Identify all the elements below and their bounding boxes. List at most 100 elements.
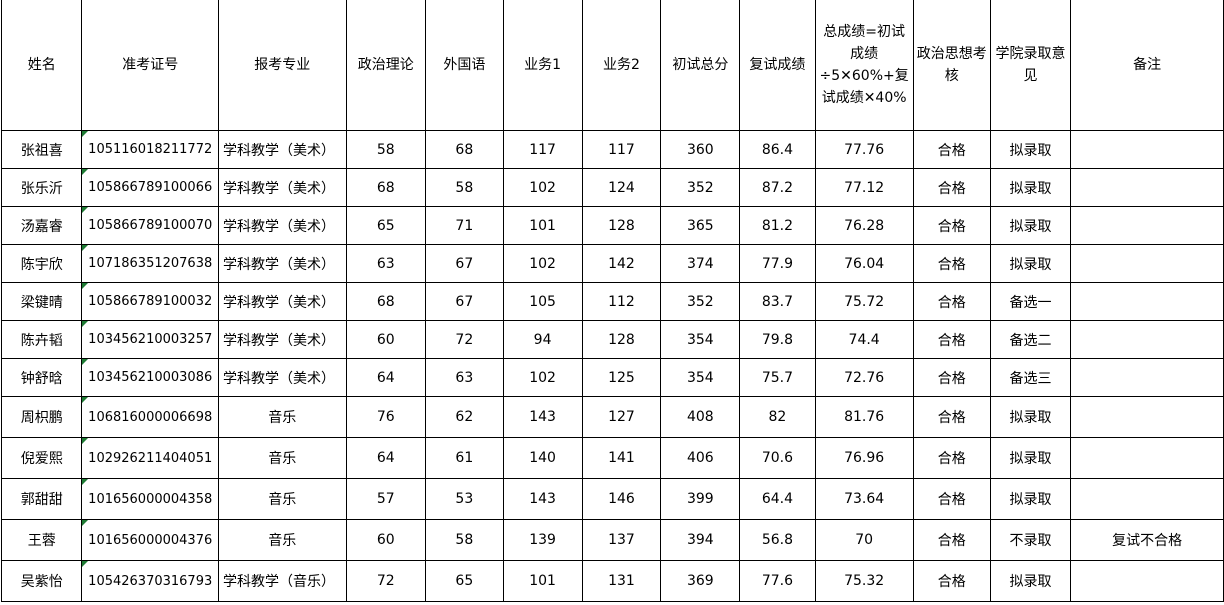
cell-name[interactable]: 汤嘉睿 [0, 206, 83, 245]
cell-exam-id[interactable]: 106816000006698 [81, 396, 219, 438]
cell-initial-total[interactable]: 354 [660, 320, 741, 359]
cell-name[interactable]: 倪爱熙 [0, 437, 83, 479]
cell-politics[interactable]: 63 [345, 244, 427, 283]
header-initial-total[interactable]: 初试总分 [660, 0, 741, 131]
cell-remarks[interactable] [1070, 478, 1224, 520]
cell-exam-id[interactable]: 105866789100032 [81, 282, 219, 321]
cell-subject2[interactable]: 146 [581, 478, 662, 520]
cell-subject1[interactable]: 140 [502, 437, 583, 479]
cell-remarks[interactable] [1070, 130, 1224, 169]
cell-remarks[interactable] [1070, 560, 1224, 602]
cell-subject1[interactable]: 117 [502, 130, 583, 169]
cell-major[interactable]: 学科教学（美术） [217, 358, 347, 397]
cell-retest-score[interactable]: 81.2 [739, 206, 816, 245]
cell-retest-score[interactable]: 83.7 [739, 282, 816, 321]
cell-subject1[interactable]: 143 [502, 396, 583, 438]
cell-foreign-language[interactable]: 62 [425, 396, 504, 438]
cell-exam-id[interactable]: 101656000004376 [81, 519, 219, 561]
cell-major[interactable]: 学科教学（美术） [217, 320, 347, 359]
cell-political-review[interactable]: 合格 [912, 168, 991, 207]
cell-political-review[interactable]: 合格 [912, 519, 991, 561]
cell-total-score[interactable]: 76.04 [814, 244, 914, 283]
cell-politics[interactable]: 60 [345, 320, 427, 359]
cell-remarks[interactable] [1070, 168, 1224, 207]
cell-initial-total[interactable]: 408 [660, 396, 741, 438]
cell-remarks[interactable] [1070, 244, 1224, 283]
cell-major[interactable]: 音乐 [217, 396, 347, 438]
cell-admission-opinion[interactable]: 备选一 [989, 282, 1072, 321]
cell-politics[interactable]: 60 [345, 519, 427, 561]
cell-name[interactable]: 张乐沂 [0, 168, 83, 207]
cell-exam-id[interactable]: 105866789100066 [81, 168, 219, 207]
cell-admission-opinion[interactable]: 备选三 [989, 358, 1072, 397]
cell-subject2[interactable]: 141 [581, 437, 662, 479]
header-remarks[interactable]: 备注 [1070, 0, 1224, 131]
cell-politics[interactable]: 65 [345, 206, 427, 245]
cell-admission-opinion[interactable]: 备选二 [989, 320, 1072, 359]
cell-total-score[interactable]: 77.12 [814, 168, 914, 207]
header-foreign-language[interactable]: 外国语 [425, 0, 504, 131]
cell-politics[interactable]: 64 [345, 358, 427, 397]
cell-total-score[interactable]: 72.76 [814, 358, 914, 397]
cell-initial-total[interactable]: 369 [660, 560, 741, 602]
cell-initial-total[interactable]: 352 [660, 168, 741, 207]
cell-exam-id[interactable]: 105426370316793 [81, 560, 219, 602]
cell-major[interactable]: 学科教学（音乐） [217, 560, 347, 602]
cell-subject2[interactable]: 128 [581, 206, 662, 245]
cell-major[interactable]: 学科教学（美术） [217, 130, 347, 169]
cell-exam-id[interactable]: 107186351207638 [81, 244, 219, 283]
cell-foreign-language[interactable]: 68 [425, 130, 504, 169]
cell-total-score[interactable]: 81.76 [814, 396, 914, 438]
cell-retest-score[interactable]: 56.8 [739, 519, 816, 561]
cell-total-score[interactable]: 76.28 [814, 206, 914, 245]
cell-total-score[interactable]: 77.76 [814, 130, 914, 169]
cell-politics[interactable]: 64 [345, 437, 427, 479]
cell-politics[interactable]: 72 [345, 560, 427, 602]
cell-remarks[interactable] [1070, 396, 1224, 438]
cell-subject1[interactable]: 94 [502, 320, 583, 359]
cell-subject1[interactable]: 102 [502, 358, 583, 397]
cell-subject1[interactable]: 143 [502, 478, 583, 520]
cell-foreign-language[interactable]: 53 [425, 478, 504, 520]
cell-subject2[interactable]: 124 [581, 168, 662, 207]
cell-retest-score[interactable]: 77.9 [739, 244, 816, 283]
header-exam-id[interactable]: 准考证号 [81, 0, 219, 131]
header-major[interactable]: 报考专业 [217, 0, 347, 131]
cell-political-review[interactable]: 合格 [912, 358, 991, 397]
cell-politics[interactable]: 58 [345, 130, 427, 169]
cell-retest-score[interactable]: 70.6 [739, 437, 816, 479]
cell-remarks[interactable] [1070, 206, 1224, 245]
cell-remarks[interactable] [1070, 358, 1224, 397]
cell-retest-score[interactable]: 77.6 [739, 560, 816, 602]
cell-subject2[interactable]: 131 [581, 560, 662, 602]
cell-political-review[interactable]: 合格 [912, 282, 991, 321]
cell-retest-score[interactable]: 79.8 [739, 320, 816, 359]
cell-political-review[interactable]: 合格 [912, 478, 991, 520]
cell-subject2[interactable]: 112 [581, 282, 662, 321]
cell-retest-score[interactable]: 64.4 [739, 478, 816, 520]
cell-initial-total[interactable]: 360 [660, 130, 741, 169]
cell-foreign-language[interactable]: 61 [425, 437, 504, 479]
cell-initial-total[interactable]: 352 [660, 282, 741, 321]
cell-admission-opinion[interactable]: 拟录取 [989, 437, 1072, 479]
header-political-review[interactable]: 政治思想考核 [912, 0, 991, 131]
cell-retest-score[interactable]: 82 [739, 396, 816, 438]
cell-subject2[interactable]: 137 [581, 519, 662, 561]
cell-name[interactable]: 陈卉韬 [0, 320, 83, 359]
cell-total-score[interactable]: 70 [814, 519, 914, 561]
cell-politics[interactable]: 68 [345, 168, 427, 207]
cell-major[interactable]: 音乐 [217, 437, 347, 479]
cell-name[interactable]: 王蓉 [0, 519, 83, 561]
cell-politics[interactable]: 76 [345, 396, 427, 438]
cell-initial-total[interactable]: 406 [660, 437, 741, 479]
cell-major[interactable]: 学科教学（美术） [217, 244, 347, 283]
cell-foreign-language[interactable]: 63 [425, 358, 504, 397]
cell-subject1[interactable]: 101 [502, 206, 583, 245]
cell-total-score[interactable]: 76.96 [814, 437, 914, 479]
cell-initial-total[interactable]: 374 [660, 244, 741, 283]
header-retest-score[interactable]: 复试成绩 [739, 0, 816, 131]
cell-admission-opinion[interactable]: 拟录取 [989, 168, 1072, 207]
cell-major[interactable]: 音乐 [217, 519, 347, 561]
cell-subject1[interactable]: 139 [502, 519, 583, 561]
cell-name[interactable]: 梁键晴 [0, 282, 83, 321]
